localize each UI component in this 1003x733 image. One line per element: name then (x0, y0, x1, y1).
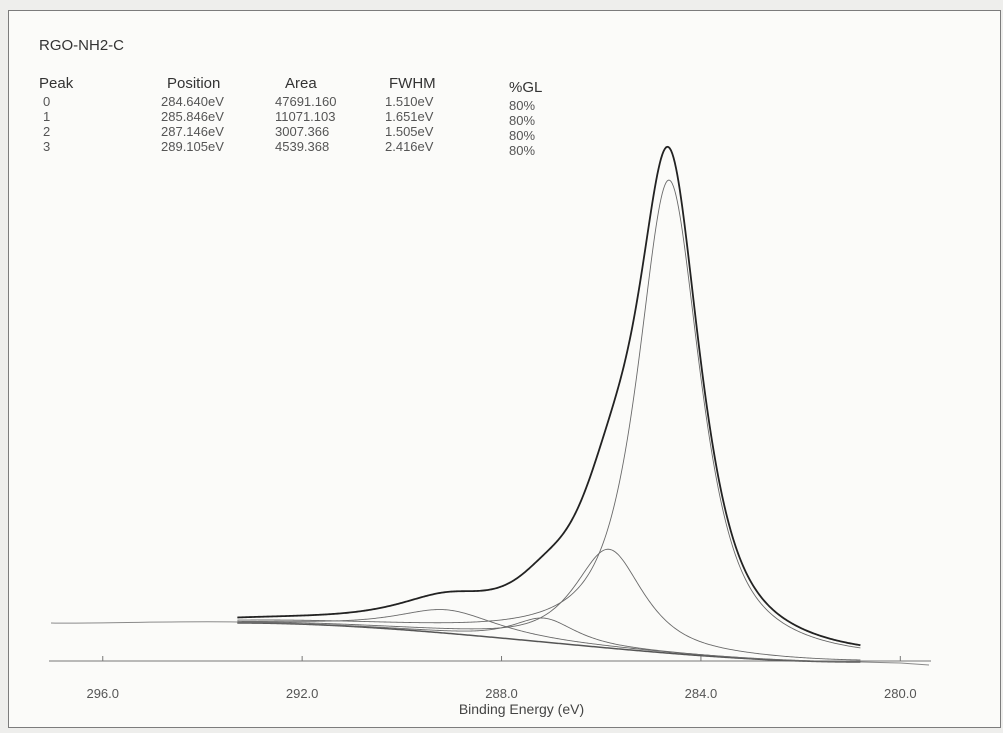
x-tick-label: 296.0 (86, 686, 119, 701)
xps-plot: 296.0 292.0 288.0 284.0 280.0 Binding Energy… (49, 145, 931, 717)
table-cell: 0 (43, 94, 51, 109)
background-line (237, 622, 861, 663)
component-peak-1 (237, 548, 861, 661)
component-peak-3 (237, 609, 861, 663)
table-cell: 80% (509, 143, 536, 158)
table-cell: 284.640eV (161, 94, 224, 109)
table-cell: 2.416eV (385, 139, 434, 154)
table-cell: 4539.368 (275, 139, 330, 154)
figure-frame: RGO-NH2-C Peak 0 1 2 3 Position 284.640e… (8, 10, 1001, 728)
table-cell: 1.510eV (385, 94, 434, 109)
component-peak-0 (237, 179, 861, 649)
stray-baseline-left (50, 621, 238, 624)
table-cell: 3007.366 (275, 124, 330, 139)
table-column-fwhm: FWHM 1.510eV 1.651eV 1.505eV 2.416eV (385, 75, 436, 154)
x-tick-label: 284.0 (685, 686, 718, 701)
table-cell: 285.846eV (161, 109, 224, 124)
fit-curves (237, 145, 861, 663)
table-column-area: Area 47691.160 11071.103 3007.366 4539.3… (275, 75, 336, 154)
table-cell: 47691.160 (275, 94, 337, 109)
table-cell: 80% (509, 128, 536, 143)
x-axis-label: Binding Energy (eV) (459, 701, 584, 717)
envelope-curve (237, 145, 861, 647)
table-cell: 11071.103 (275, 109, 336, 124)
table-cell: 287.146eV (161, 124, 224, 139)
chart-title: RGO-NH2-C (39, 37, 124, 54)
table-header-peak: Peak (39, 75, 74, 92)
table-cell: 1.651eV (385, 109, 434, 124)
table-column-gl: %GL 80% 80% 80% 80% (509, 75, 542, 158)
table-header-area: Area (285, 75, 317, 92)
table-cell: 80% (509, 98, 536, 113)
table-cell: 3 (43, 139, 51, 154)
x-tick-label: 280.0 (884, 686, 917, 701)
x-tick-label: 292.0 (286, 686, 319, 701)
table-header-fwhm: FWHM (389, 75, 436, 92)
table-cell: 80% (509, 113, 536, 128)
table-header-gl: %GL (509, 79, 543, 96)
table-header-position: Position (167, 75, 221, 92)
component-peak-2 (237, 617, 861, 663)
x-tick-label: 288.0 (485, 686, 518, 701)
table-column-peak: Peak 0 1 2 3 (39, 75, 73, 154)
table-column-position: Position 284.640eV 285.846eV 287.146eV 2… (161, 75, 224, 154)
stray-baseline-right (860, 661, 930, 666)
table-cell: 289.105eV (161, 139, 224, 154)
table-cell: 1.505eV (385, 124, 434, 139)
table-cell: 2 (43, 124, 51, 139)
table-cell: 1 (43, 109, 51, 124)
x-axis-ticks: 296.0 292.0 288.0 284.0 280.0 (86, 656, 917, 701)
